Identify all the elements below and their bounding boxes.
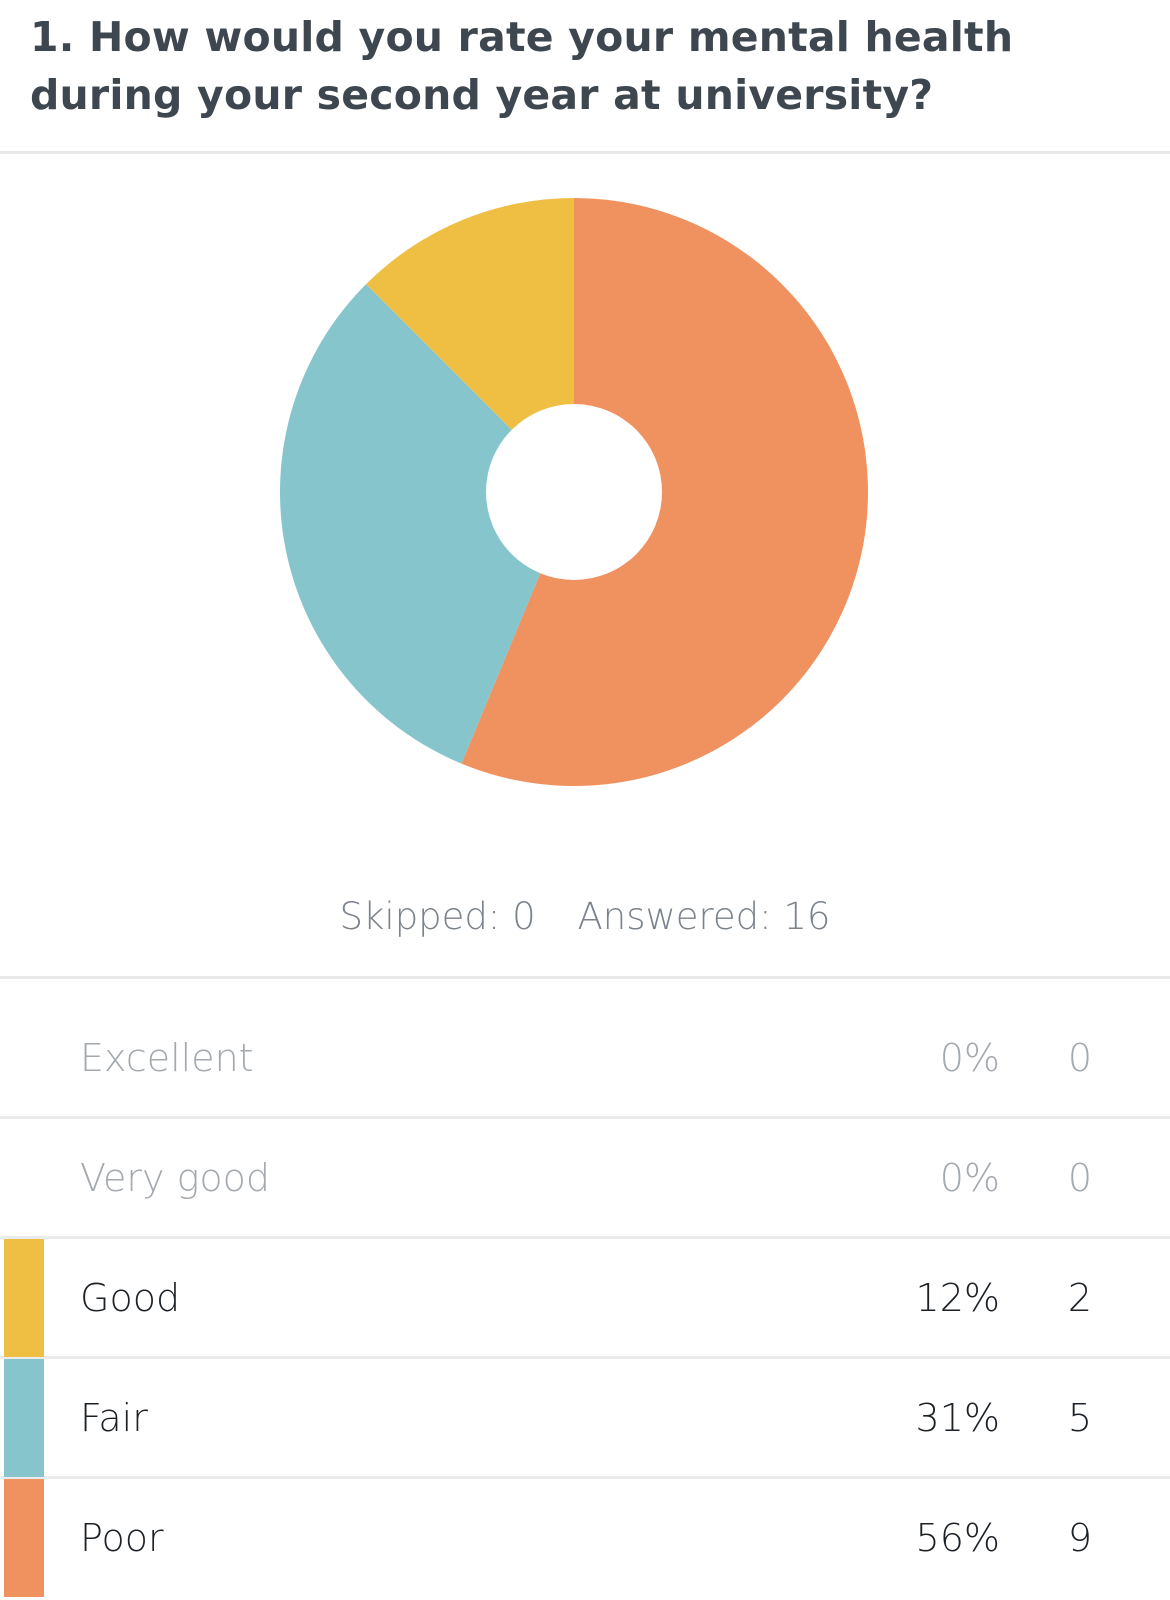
response-summary: Skipped: 0 Answered: 16: [0, 895, 1170, 938]
answer-percent: 0%: [939, 1156, 1000, 1200]
answer-table: Excellent 0% 0 Very good 0% 0 Good 12% 2…: [0, 999, 1170, 1599]
color-swatch-poor: [4, 1479, 44, 1597]
table-row-good: Good 12% 2: [0, 1239, 1170, 1359]
color-swatch-fair: [4, 1359, 44, 1477]
answer-count: 0: [1067, 1036, 1092, 1080]
answer-label: Good: [80, 1276, 181, 1320]
answer-percent: 31%: [915, 1396, 1000, 1440]
answer-count: 0: [1067, 1156, 1092, 1200]
pie-slice-good: [366, 198, 574, 492]
table-row-fair: Fair 31% 5: [0, 1359, 1170, 1479]
answer-percent: 0%: [939, 1036, 1000, 1080]
pie-slice-poor: [461, 198, 868, 786]
pie-slice-fair: [279, 284, 574, 764]
answer-percent: 56%: [915, 1516, 1000, 1560]
answer-count: 2: [1067, 1276, 1092, 1320]
pie-chart-svg: [279, 198, 868, 786]
pie-chart: [0, 160, 1170, 850]
table-row-poor: Poor 56% 9: [0, 1479, 1170, 1599]
header-divider: [0, 151, 1170, 154]
answer-label: Fair: [80, 1396, 148, 1440]
question-title: 1. How would you rate your mental health…: [30, 13, 1014, 119]
answer-count: 9: [1067, 1516, 1092, 1560]
answer-label: Very good: [80, 1156, 271, 1200]
answer-percent: 12%: [915, 1276, 1000, 1320]
answered-count: Answered: 16: [577, 895, 831, 938]
table-row-excellent: Excellent 0% 0: [0, 999, 1170, 1119]
answer-label: Poor: [80, 1516, 164, 1560]
skipped-count: Skipped: 0: [339, 895, 536, 938]
answer-label: Excellent: [80, 1036, 254, 1080]
answer-count: 5: [1067, 1396, 1092, 1440]
donut-hole: [486, 404, 662, 580]
summary-divider: [0, 976, 1170, 979]
table-row-very-good: Very good 0% 0: [0, 1119, 1170, 1239]
color-swatch-good: [4, 1239, 44, 1357]
